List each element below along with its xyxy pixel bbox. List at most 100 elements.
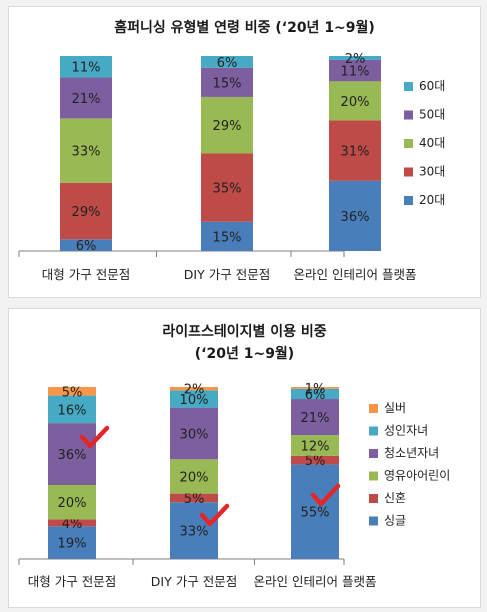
age-legend-label: 30대	[419, 165, 445, 179]
age-data-label: 11%	[72, 61, 101, 76]
age-legend-label: 20대	[419, 193, 445, 207]
age-share-chart-panel: 홈퍼니싱 유형별 연령 비중 (‘20년 1~9월) 6% 29% 33% 21% 11%…	[8, 6, 481, 298]
lifestage-category-label-3: 온라인 인테리어 플랫폼	[254, 574, 377, 589]
lifestage-legend-item-4: 영유아어린이	[369, 469, 450, 483]
age-legend-label: 50대	[419, 108, 445, 122]
age-bar-3-segment-4	[329, 59, 381, 82]
lifestage-bar-1-segment-4	[48, 423, 96, 486]
lifestage-data-label: 55%	[301, 506, 330, 521]
lifestage-legend-item-6: 싱글	[369, 514, 406, 528]
lifestage-legend-item-3: 청소년자녀	[369, 446, 439, 460]
age-legend-swatch	[404, 196, 413, 205]
lifestage-data-label: 10%	[180, 393, 209, 408]
age-bar-1-segment-5	[60, 56, 112, 78]
lifestage-bar-1-segment-6	[48, 387, 96, 396]
age-bar-3-segment-1	[329, 180, 381, 251]
lifestage-data-label: 4%	[62, 517, 83, 532]
age-legend-item-5: 20대	[404, 193, 445, 207]
lifestage-bar-2-segment-4	[170, 407, 218, 460]
age-bar-2-segment-4	[201, 67, 253, 97]
lifestage-share-chart: 라이프스테이지별 이용 비중 (‘20년 1~9월) 19% 4% 20% 36% 16% 5…	[18, 323, 450, 589]
age-legend-item-4: 30대	[404, 165, 445, 179]
lifestage-category-label-2: DIY 가구 전문점	[151, 574, 237, 589]
lifestage-bar-2-segment-2	[170, 493, 218, 503]
lifestage-data-label: 21%	[301, 411, 330, 426]
lifestage-bar-3-segment-6	[291, 387, 339, 389]
red-checkmark-icon	[310, 483, 341, 507]
lifestage-bar-3-segment-3	[291, 435, 339, 456]
age-legend-swatch	[404, 82, 413, 91]
lifestage-bar-2-segment-1	[170, 502, 218, 559]
lifestage-legend-label: 싱글	[384, 514, 406, 528]
age-data-label: 15%	[213, 76, 242, 91]
red-checkmark-icon	[199, 503, 230, 527]
age-bar-2-segment-5	[201, 56, 253, 68]
lifestage-chart-title: 라이프스테이지별 이용 비중	[162, 323, 326, 340]
lifestage-legend-label: 성인자녀	[384, 424, 428, 438]
age-legend-item-2: 50대	[404, 108, 445, 122]
lifestage-bar-3-segment-1	[291, 464, 339, 559]
age-legend-item-1: 60대	[404, 79, 445, 93]
lifestage-data-label: 12%	[301, 439, 330, 454]
lifestage-legend-item-5: 신혼	[369, 491, 406, 505]
lifestage-data-label: 5%	[62, 385, 83, 400]
age-bar-2-segment-1	[201, 221, 253, 251]
lifestage-legend-swatch	[369, 516, 378, 526]
lifestage-legend-label: 신혼	[384, 491, 406, 505]
lifestage-legend-swatch	[369, 426, 378, 436]
age-legend-label: 60대	[419, 79, 445, 93]
age-data-label: 29%	[213, 119, 242, 134]
age-data-label: 35%	[213, 182, 242, 197]
age-share-chart: 홈퍼니싱 유형별 연령 비중 (‘20년 1~9월) 6% 29% 33% 21% 11%…	[18, 19, 445, 282]
lifestage-bar-2-segment-5	[170, 390, 218, 408]
age-legend-swatch	[404, 167, 413, 177]
age-bar-1-segment-1	[60, 239, 112, 251]
age-legend-swatch	[404, 139, 413, 148]
age-data-label: 29%	[72, 205, 101, 220]
age-data-label: 31%	[341, 145, 370, 160]
lifestage-legend-swatch	[369, 404, 378, 413]
lifestage-data-label: 36%	[58, 448, 87, 463]
age-data-label: 6%	[76, 239, 97, 254]
age-data-label: 33%	[72, 145, 101, 160]
lifestage-bar-1-segment-1	[48, 526, 96, 559]
age-chart-title: 홈퍼니싱 유형별 연령 비중 (‘20년 1~9월)	[114, 19, 375, 36]
age-category-label-2: DIY 가구 전문점	[184, 267, 270, 282]
lifestage-legend-item-2: 성인자녀	[369, 424, 428, 438]
lifestage-legend-label: 실버	[384, 401, 406, 415]
lifestage-share-chart-panel: 라이프스테이지별 이용 비중 (‘20년 1~9월) 19% 4% 20% 36% 16% 5…	[8, 308, 481, 608]
lifestage-data-label: 33%	[180, 525, 209, 540]
red-checkmark-icon	[79, 425, 110, 449]
age-bar-3-segment-5	[329, 56, 381, 60]
age-bar-1-segment-3	[60, 118, 112, 183]
lifestage-data-label: 1%	[305, 382, 326, 397]
lifestage-legend-swatch	[369, 494, 378, 503]
lifestage-data-label: 30%	[180, 427, 209, 442]
lifestage-data-label: 19%	[58, 537, 87, 552]
lifestage-bar-2-segment-6	[170, 387, 218, 391]
age-data-label: 15%	[213, 230, 242, 245]
age-bar-2-segment-2	[201, 153, 253, 222]
lifestage-legend-label: 영유아어린이	[384, 469, 450, 483]
lifestage-bar-3-segment-4	[291, 399, 339, 436]
lifestage-legend-item-1: 실버	[369, 401, 406, 415]
lifestage-category-label-1: 대형 가구 전문점	[28, 574, 116, 589]
lifestage-data-label: 20%	[58, 496, 87, 511]
age-bar-3-segment-3	[329, 81, 381, 121]
lifestage-bar-3-segment-5	[291, 388, 339, 400]
lifestage-legend-label: 청소년자녀	[384, 446, 439, 460]
age-bar-1-segment-2	[60, 182, 112, 240]
age-category-label-1: 대형 가구 전문점	[42, 267, 130, 282]
age-data-label: 20%	[341, 95, 370, 110]
lifestage-legend-swatch	[369, 449, 378, 458]
age-bar-3-segment-2	[329, 120, 381, 181]
lifestage-bar-1-segment-5	[48, 395, 96, 424]
lifestage-data-label: 16%	[58, 403, 87, 418]
lifestage-bar-3-segment-2	[291, 455, 339, 465]
age-data-label: 21%	[72, 92, 101, 107]
lifestage-data-label: 5%	[184, 492, 205, 507]
age-data-label: 36%	[341, 210, 370, 225]
lifestage-data-label: 2%	[184, 383, 205, 398]
age-data-label: 2%	[345, 52, 366, 67]
age-legend-swatch	[404, 110, 413, 120]
